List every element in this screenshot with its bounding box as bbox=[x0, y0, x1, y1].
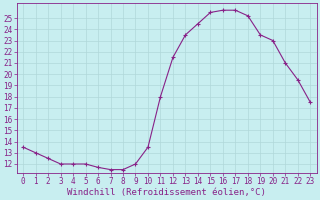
X-axis label: Windchill (Refroidissement éolien,°C): Windchill (Refroidissement éolien,°C) bbox=[67, 188, 266, 197]
